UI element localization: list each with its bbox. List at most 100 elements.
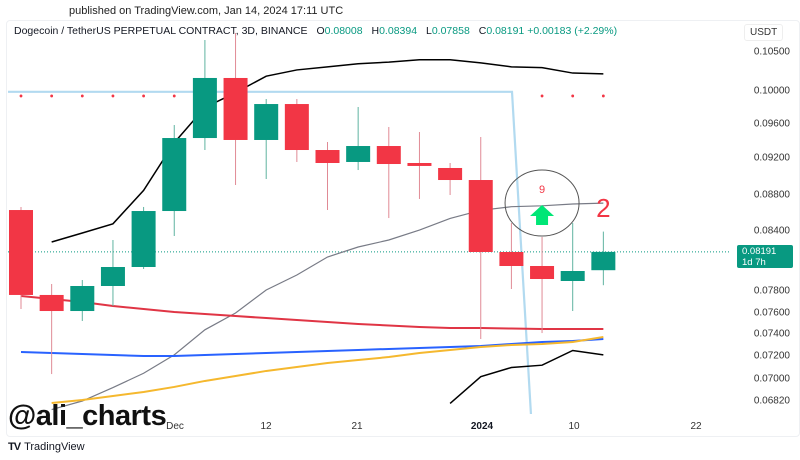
candle-body [499, 252, 524, 266]
currency-unit-button[interactable]: USDT [744, 24, 784, 41]
candle [530, 237, 555, 334]
wave-number-label: 2 [596, 193, 610, 223]
candle [9, 206, 33, 310]
candle-body [346, 146, 371, 162]
date-label: 21 [351, 421, 363, 432]
close-value: 0.08191 [486, 25, 525, 37]
indicator-lines [8, 59, 730, 414]
ma-yellow-line [51, 335, 604, 404]
candle-body [530, 266, 555, 279]
date-label-year: 2024 [470, 421, 494, 432]
open-label: O [316, 25, 325, 37]
price-tick: 0.07600 [753, 307, 790, 319]
candle [254, 99, 279, 179]
candle-body [9, 210, 33, 295]
candle-body [100, 267, 125, 286]
candle [468, 137, 493, 339]
td-count-label: 9 [539, 184, 545, 196]
published-note: published on TradingView.com, Jan 14, 20… [69, 5, 344, 17]
candle-body [376, 146, 401, 165]
buy-arrow-icon [530, 205, 555, 225]
symbol-legend: Dogecoin / TetherUS PERPETUAL CONTRACT, … [14, 25, 617, 37]
candle-body [438, 167, 463, 181]
price-tick: 0.07000 [753, 373, 790, 385]
candle-body [70, 286, 95, 312]
price-tick: 0.08800 [753, 189, 790, 201]
date-label: 12 [260, 421, 272, 432]
tradingview-logo-icon: TV [8, 441, 21, 453]
candle [315, 142, 340, 211]
candle [407, 131, 432, 199]
candle-body [39, 294, 64, 312]
price-tick: 0.10000 [753, 85, 790, 97]
low-label: L [425, 25, 432, 37]
candle [346, 107, 371, 171]
price-tick: 0.09600 [753, 118, 790, 130]
candle [438, 162, 463, 195]
signal-dot [601, 94, 605, 98]
candle [223, 33, 248, 186]
candle-body [284, 104, 309, 151]
close-label: C [478, 25, 487, 37]
candle-body [468, 180, 493, 252]
highlight-circle [504, 169, 580, 237]
signal-dot [172, 94, 176, 98]
candle [131, 206, 156, 269]
candles [9, 33, 616, 375]
annotations: 92 [504, 169, 611, 237]
candle [162, 125, 187, 236]
ma-red-line [20, 294, 604, 330]
open-value: 0.08008 [324, 25, 363, 37]
candle-body [131, 211, 156, 267]
price-tick: 0.07200 [753, 350, 790, 362]
symbol-title[interactable]: Dogecoin / TetherUS PERPETUAL CONTRACT, … [14, 25, 308, 37]
high-label: H [371, 25, 380, 37]
candle-body [223, 77, 248, 140]
date-label: Dec [166, 421, 184, 432]
last-price-badge: 0.08191 1d 7h [737, 245, 793, 268]
signal-dot [111, 94, 115, 98]
candle-body [162, 138, 187, 212]
date-label: 10 [568, 421, 580, 432]
price-tick: 0.06820 [753, 395, 790, 407]
last-price-value: 0.08191 [742, 246, 777, 257]
candle [70, 280, 95, 321]
upper-band-line [51, 59, 604, 243]
candle-body [192, 77, 217, 139]
low-value: 0.07858 [431, 25, 470, 37]
price-tick: 0.07800 [753, 285, 790, 297]
change-value: +0.00183 (+2.29%) [527, 25, 618, 37]
candle [284, 99, 309, 162]
signal-dot [50, 94, 54, 98]
candle [376, 126, 401, 219]
candle-body [315, 150, 340, 163]
ma-blue-line [20, 337, 604, 357]
author-watermark: @ali_charts [8, 400, 167, 432]
price-tick: 0.07400 [753, 328, 790, 340]
candle [192, 39, 217, 151]
price-tick: 0.10500 [753, 46, 790, 58]
tradingview-brand[interactable]: TV TradingView [8, 441, 85, 453]
candle-body [254, 104, 279, 140]
signal-dot [80, 94, 84, 98]
brand-name: TradingView [24, 441, 85, 453]
middle-band-line [51, 202, 604, 411]
candle [100, 240, 125, 306]
bar-countdown: 1d 7h [742, 257, 766, 268]
signal-dot [540, 94, 544, 98]
candle [39, 284, 64, 375]
candle [560, 222, 585, 312]
signal-dot [571, 94, 575, 98]
price-tick: 0.08400 [753, 225, 790, 237]
high-value: 0.08394 [379, 25, 418, 37]
candle-body [407, 162, 432, 166]
price-tick: 0.09200 [753, 152, 790, 164]
candle-body [560, 271, 585, 281]
step-line [8, 90, 533, 414]
candle-body [591, 251, 616, 271]
signal-dot [19, 94, 23, 98]
signal-dot [142, 94, 146, 98]
candle [591, 231, 616, 286]
date-label: 22 [690, 421, 702, 432]
